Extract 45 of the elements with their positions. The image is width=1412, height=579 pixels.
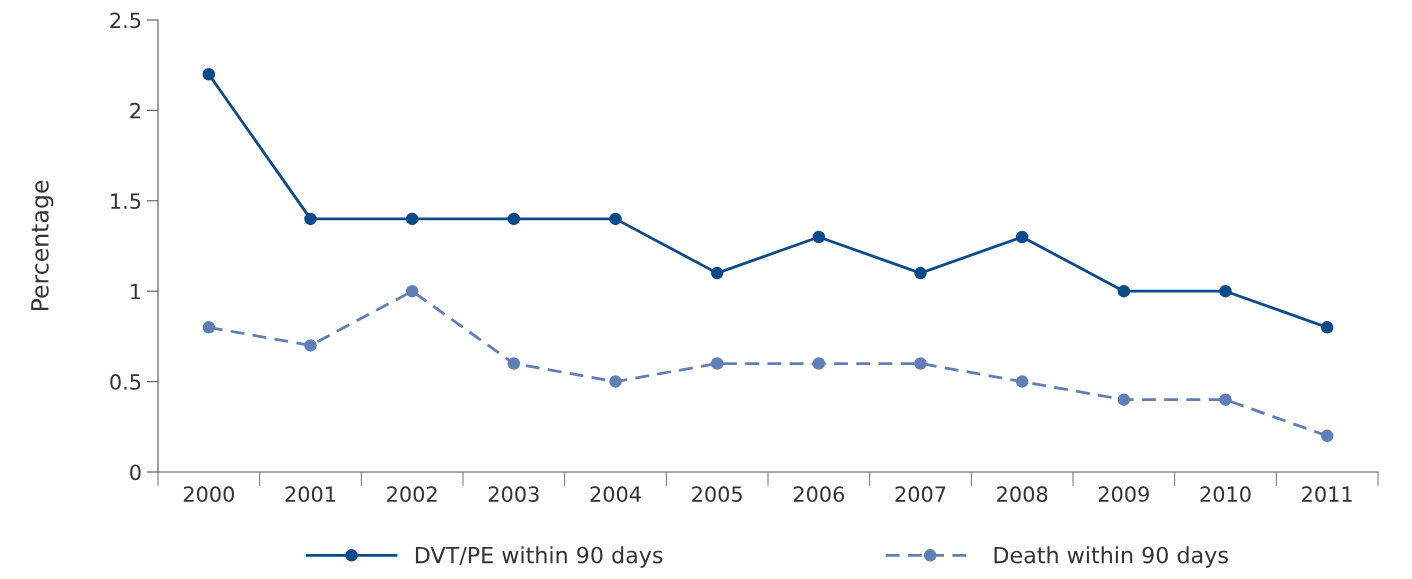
x-tick-label: 2009 bbox=[1098, 486, 1149, 503]
point bbox=[304, 212, 317, 226]
point bbox=[405, 284, 419, 298]
point bbox=[914, 357, 927, 370]
x-tick-label: 2004 bbox=[590, 486, 641, 503]
point bbox=[609, 375, 622, 388]
point bbox=[202, 67, 216, 81]
x-tick-label: 2010 bbox=[1200, 486, 1251, 503]
x-tick-label: 2001 bbox=[285, 486, 336, 503]
point bbox=[202, 321, 216, 334]
x-tick-label: 2000 bbox=[183, 486, 234, 503]
x-tick-label: 2003 bbox=[488, 486, 539, 503]
point bbox=[507, 212, 521, 226]
point bbox=[914, 266, 927, 280]
y-tick-label: 0.5 bbox=[110, 374, 141, 390]
point bbox=[1320, 321, 1334, 334]
y-tick-label: 1.5 bbox=[111, 193, 141, 210]
point bbox=[405, 212, 419, 226]
legend-label: DVT/PE within 90 days bbox=[415, 546, 663, 568]
point bbox=[1117, 393, 1131, 406]
x-tick-label: 2007 bbox=[895, 486, 946, 503]
point bbox=[710, 357, 724, 370]
y-tick-label: 0 bbox=[130, 464, 141, 481]
x-tick-label: 2011 bbox=[1302, 486, 1352, 503]
point bbox=[1219, 284, 1232, 298]
x-tick-label: 2006 bbox=[793, 486, 845, 503]
point bbox=[1015, 375, 1029, 388]
point bbox=[609, 212, 622, 226]
point bbox=[710, 266, 724, 280]
point bbox=[507, 357, 521, 370]
point bbox=[1015, 230, 1029, 244]
x-tick-label: 2008 bbox=[997, 486, 1048, 503]
point bbox=[304, 339, 317, 352]
y-tick-label: 2.5 bbox=[110, 12, 141, 29]
y-tick-label: 2 bbox=[130, 102, 140, 119]
legend-label: Death within 90 days bbox=[994, 546, 1228, 568]
point bbox=[812, 357, 826, 370]
y-tick-label: 1 bbox=[131, 283, 141, 300]
point bbox=[1320, 429, 1334, 443]
point bbox=[812, 230, 826, 244]
point bbox=[1117, 284, 1131, 298]
y-axis-title: Percentage bbox=[31, 180, 54, 311]
x-tick-label: 2002 bbox=[387, 486, 437, 503]
point bbox=[1219, 393, 1232, 406]
x-tick-label: 2005 bbox=[692, 486, 742, 503]
